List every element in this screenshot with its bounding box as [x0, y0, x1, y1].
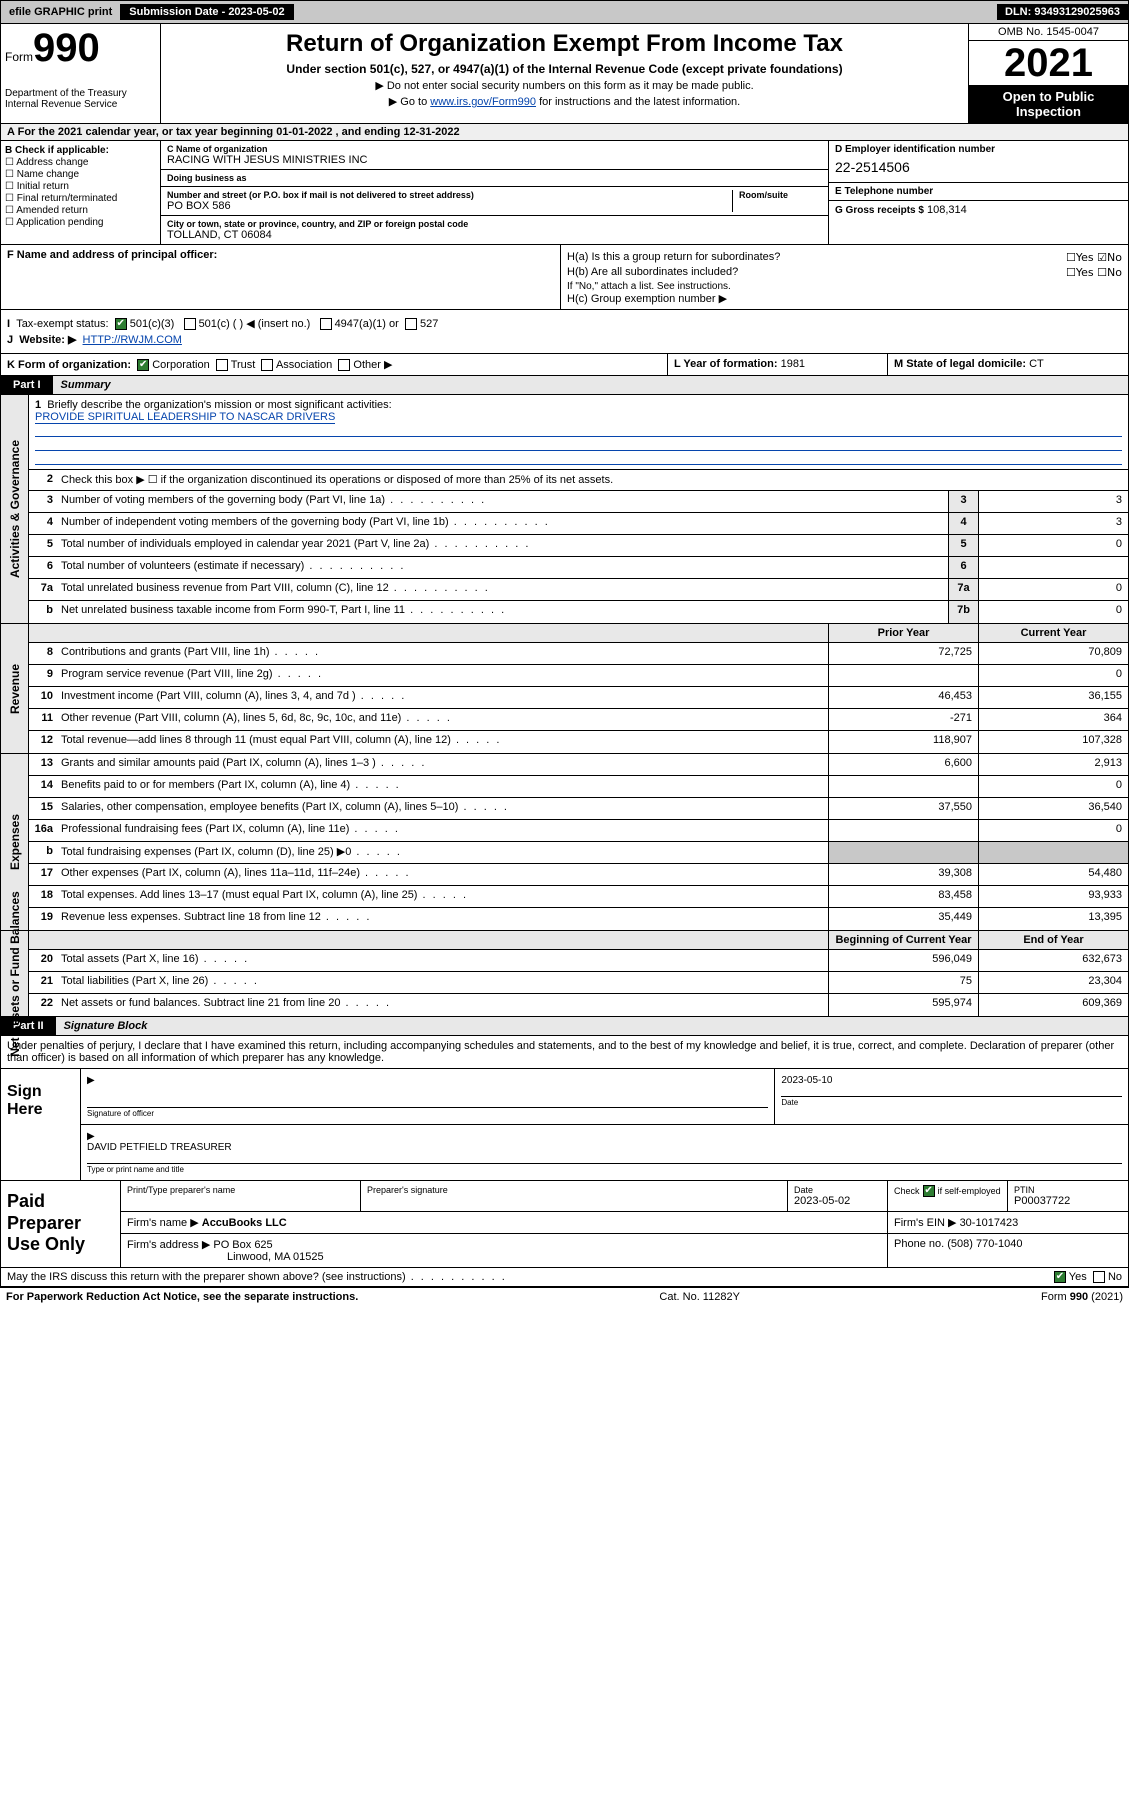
chk-501c[interactable]	[184, 318, 196, 330]
chk-address-change[interactable]: ☐ Address change	[5, 157, 156, 168]
officer-name: DAVID PETFIELD TREASURER	[87, 1142, 1122, 1153]
tax-period: For the 2021 calendar year, or tax year …	[18, 126, 460, 138]
chk-self-employed[interactable]: ✔	[923, 1185, 935, 1197]
table-row: 22Net assets or fund balances. Subtract …	[29, 994, 1128, 1016]
efile-label[interactable]: efile GRAPHIC print	[1, 4, 121, 20]
year-formation: 1981	[781, 358, 805, 370]
open-inspection: Open to Public Inspection	[969, 85, 1128, 123]
table-row: 13Grants and similar amounts paid (Part …	[29, 754, 1128, 776]
page-footer: For Paperwork Reduction Act Notice, see …	[0, 1287, 1129, 1306]
discuss-yes[interactable]: ✔	[1054, 1271, 1066, 1283]
discuss-row: May the IRS discuss this return with the…	[0, 1268, 1129, 1287]
omb-number: OMB No. 1545-0047	[969, 24, 1128, 41]
governance-section: Activities & Governance 1 Briefly descri…	[0, 395, 1129, 624]
table-row: 11Other revenue (Part VIII, column (A), …	[29, 709, 1128, 731]
table-row: 15Salaries, other compensation, employee…	[29, 798, 1128, 820]
row-fh: F Name and address of principal officer:…	[0, 245, 1129, 310]
sign-block: Sign Here Signature of officer 2023-05-1…	[0, 1069, 1129, 1181]
form-header: Form990 Department of the Treasury Inter…	[0, 24, 1129, 124]
tax-year: 2021	[969, 41, 1128, 85]
table-row: 10Investment income (Part VIII, column (…	[29, 687, 1128, 709]
table-row: 19Revenue less expenses. Subtract line 1…	[29, 908, 1128, 930]
chk-501c3[interactable]: ✔	[115, 318, 127, 330]
section-c: C Name of organization RACING WITH JESUS…	[161, 141, 828, 244]
part2-header: Part II Signature Block	[0, 1017, 1129, 1036]
ein: 22-2514506	[835, 155, 1122, 179]
form-prefix: Form	[5, 50, 33, 64]
table-row: 6Total number of volunteers (estimate if…	[29, 557, 1128, 579]
mission-text: PROVIDE SPIRITUAL LEADERSHIP TO NASCAR D…	[35, 411, 335, 424]
dln: DLN: 93493129025963	[997, 4, 1128, 20]
chk-name-change[interactable]: ☐ Name change	[5, 169, 156, 180]
preparer-block: Paid Preparer Use Only Print/Type prepar…	[0, 1181, 1129, 1268]
row-klm: K Form of organization: ✔ Corporation Tr…	[0, 354, 1129, 376]
firm-ein: 30-1017423	[960, 1217, 1019, 1229]
form-note-ssn: ▶ Do not enter social security numbers o…	[167, 79, 962, 92]
table-row: 7aTotal unrelated business revenue from …	[29, 579, 1128, 601]
row-a-period: A For the 2021 calendar year, or tax yea…	[0, 124, 1129, 141]
chk-other[interactable]	[338, 359, 350, 371]
chk-trust[interactable]	[216, 359, 228, 371]
form-title: Return of Organization Exempt From Incom…	[167, 30, 962, 58]
expenses-section: Expenses 13Grants and similar amounts pa…	[0, 754, 1129, 931]
firm-city: Linwood, MA 01525	[227, 1251, 324, 1263]
table-row: 20Total assets (Part X, line 16)596,0496…	[29, 950, 1128, 972]
firm-name: AccuBooks LLC	[202, 1217, 287, 1229]
org-city: TOLLAND, CT 06084	[167, 229, 822, 241]
org-street: PO BOX 586	[167, 200, 732, 212]
chk-amended[interactable]: ☐ Amended return	[5, 205, 156, 216]
table-row: bNet unrelated business taxable income f…	[29, 601, 1128, 623]
ptin: P00037722	[1014, 1195, 1070, 1207]
table-row: bTotal fundraising expenses (Part IX, co…	[29, 842, 1128, 864]
chk-4947[interactable]	[320, 318, 332, 330]
table-row: 4Number of independent voting members of…	[29, 513, 1128, 535]
part1-header: Part I Summary	[0, 376, 1129, 395]
penalties-statement: Under penalties of perjury, I declare th…	[0, 1036, 1129, 1069]
table-row: 5Total number of individuals employed in…	[29, 535, 1128, 557]
chk-final-return[interactable]: ☐ Final return/terminated	[5, 193, 156, 204]
dept-treasury: Department of the Treasury	[5, 88, 156, 99]
revenue-section: Revenue Prior Year Current Year 8Contrib…	[0, 624, 1129, 754]
org-name: RACING WITH JESUS MINISTRIES INC	[167, 154, 822, 166]
table-row: 18Total expenses. Add lines 13–17 (must …	[29, 886, 1128, 908]
table-row: 21Total liabilities (Part X, line 26)752…	[29, 972, 1128, 994]
website-link[interactable]: HTTP://RWJM.COM	[83, 334, 182, 346]
hb-yesno[interactable]: ☐Yes ☐No	[1066, 266, 1122, 279]
domicile-state: CT	[1029, 358, 1044, 370]
discuss-no[interactable]	[1093, 1271, 1105, 1283]
table-row: 8Contributions and grants (Part VIII, li…	[29, 643, 1128, 665]
submission-date: Submission Date - 2023-05-02	[121, 4, 293, 20]
chk-corp[interactable]: ✔	[137, 359, 149, 371]
row-ij: I Tax-exempt status: ✔ 501(c)(3) 501(c) …	[0, 310, 1129, 354]
officer-label: F Name and address of principal officer:	[7, 249, 217, 261]
table-row: 17Other expenses (Part IX, column (A), l…	[29, 864, 1128, 886]
gross-receipts: 108,314	[927, 204, 967, 216]
form-subtitle: Under section 501(c), 527, or 4947(a)(1)…	[167, 62, 962, 76]
irs-link[interactable]: www.irs.gov/Form990	[430, 96, 536, 108]
form-ref: Form 990 (2021)	[1041, 1291, 1123, 1303]
chk-527[interactable]	[405, 318, 417, 330]
prep-date: 2023-05-02	[794, 1195, 850, 1207]
irs-label: Internal Revenue Service	[5, 99, 156, 110]
firm-phone: (508) 770-1040	[947, 1238, 1022, 1250]
chk-app-pending[interactable]: ☐ Application pending	[5, 217, 156, 228]
table-row: 3Number of voting members of the governi…	[29, 491, 1128, 513]
table-row: 9Program service revenue (Part VIII, lin…	[29, 665, 1128, 687]
firm-addr: PO Box 625	[213, 1239, 272, 1251]
chk-assoc[interactable]	[261, 359, 273, 371]
table-row: 12Total revenue—add lines 8 through 11 (…	[29, 731, 1128, 753]
form-number: 990	[33, 26, 100, 70]
org-info-grid: B Check if applicable: ☐ Address change …	[0, 141, 1129, 245]
top-bar: efile GRAPHIC print Submission Date - 20…	[0, 0, 1129, 24]
netassets-section: Net Assets or Fund Balances Beginning of…	[0, 931, 1129, 1017]
section-d: D Employer identification number 22-2514…	[828, 141, 1128, 244]
section-b: B Check if applicable: ☐ Address change …	[1, 141, 161, 244]
table-row: 14Benefits paid to or for members (Part …	[29, 776, 1128, 798]
table-row: 16aProfessional fundraising fees (Part I…	[29, 820, 1128, 842]
form-note-link: ▶ Go to www.irs.gov/Form990 for instruct…	[167, 95, 962, 108]
sign-date: 2023-05-10	[781, 1075, 1122, 1086]
ha-yesno[interactable]: ☐Yes ☑No	[1066, 251, 1122, 264]
chk-initial-return[interactable]: ☐ Initial return	[5, 181, 156, 192]
group-exemption: H(c) Group exemption number ▶	[567, 292, 1122, 305]
